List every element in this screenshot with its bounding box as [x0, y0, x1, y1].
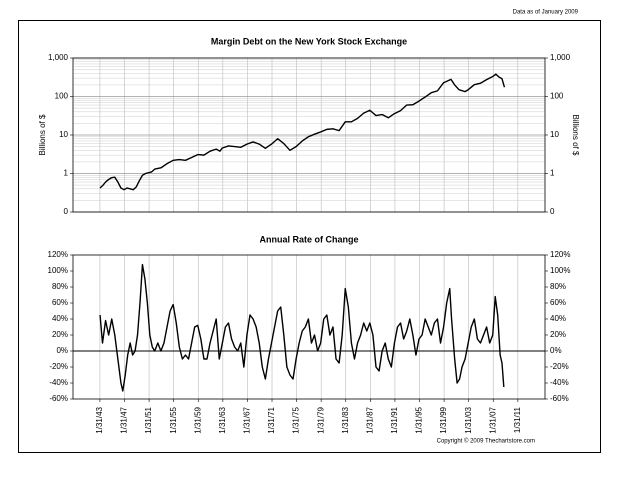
y-axis-label: Billions of $ [38, 114, 47, 155]
y-tick-label: 80% [52, 282, 68, 291]
y-tick-label: 10 [59, 130, 68, 139]
y2-tick-label: 40% [550, 314, 566, 323]
x-tick-label: 1/31/51 [144, 406, 153, 433]
plot-frame [72, 57, 546, 213]
x-tick-label: 1/31/87 [365, 406, 374, 433]
y-tick-label: 100 [55, 92, 69, 101]
x-tick-label: 1/31/83 [341, 406, 350, 433]
y2-tick-label: 10 [550, 130, 559, 139]
frame [18, 20, 601, 453]
y-tick-label: 0 [64, 207, 69, 216]
y2-tick-label: -60% [550, 394, 569, 403]
x-tick-label: 1/31/71 [267, 406, 276, 433]
data-line [99, 263, 505, 392]
y2-tick-label: 0% [550, 346, 562, 355]
y2-tick-label: -40% [550, 378, 569, 387]
x-tick-label: 1/31/43 [95, 406, 104, 433]
y2-tick-label: 20% [550, 330, 566, 339]
y-tick-label: 120% [48, 250, 68, 259]
plot-frame [72, 254, 546, 400]
x-tick-label: 1/31/07 [488, 406, 497, 433]
y2-tick-label: 80% [550, 282, 566, 291]
x-tick-label: 1/31/95 [415, 406, 424, 433]
y-tick-label: 0% [56, 346, 68, 355]
y-tick-label: 40% [52, 314, 68, 323]
x-tick-label: 1/31/55 [169, 406, 178, 433]
y2-tick-label: 1 [550, 169, 555, 178]
y-tick-label: 1,000 [48, 53, 69, 62]
x-tick-label: 1/31/47 [120, 406, 129, 433]
y2-tick-label: 1,000 [550, 53, 571, 62]
x-tick-label: 1/31/79 [316, 406, 325, 433]
y-tick-label: 60% [52, 298, 68, 307]
x-tick-label: 1/31/63 [218, 406, 227, 433]
y2-tick-label: 100% [550, 266, 570, 275]
y2-tick-label: -20% [550, 362, 569, 371]
y-tick-label: 1 [64, 169, 69, 178]
y-tick-label: -60% [49, 394, 68, 403]
x-tick-label: 1/31/67 [243, 406, 252, 433]
y-tick-label: -40% [49, 378, 68, 387]
x-tick-label: 1/31/03 [464, 406, 473, 433]
y-tick-label: -20% [49, 362, 68, 371]
x-tick-label: 1/31/59 [193, 406, 202, 433]
x-tick-label: 1/31/75 [292, 406, 301, 433]
y2-tick-label: 0 [550, 207, 555, 216]
data-note: Data as of January 2009 [513, 10, 579, 16]
y2-tick-label: 100 [550, 92, 564, 101]
x-tick-label: 1/31/99 [439, 406, 448, 433]
y-tick-label: 100% [48, 266, 68, 275]
y2-tick-label: 120% [550, 250, 570, 259]
y-tick-label: 20% [52, 330, 68, 339]
chart-title: Annual Rate of Change [259, 234, 358, 244]
chart-title: Margin Debt on the New York Stock Exchan… [211, 36, 407, 46]
data-line [99, 73, 506, 191]
x-tick-label: 1/31/91 [390, 406, 399, 433]
x-tick-label: 1/31/11 [513, 406, 522, 433]
y2-tick-label: 60% [550, 298, 566, 307]
y2-axis-label: Billions of $ [571, 115, 580, 156]
copyright: Copyright © 2009 Thechartstore.com [437, 438, 535, 445]
